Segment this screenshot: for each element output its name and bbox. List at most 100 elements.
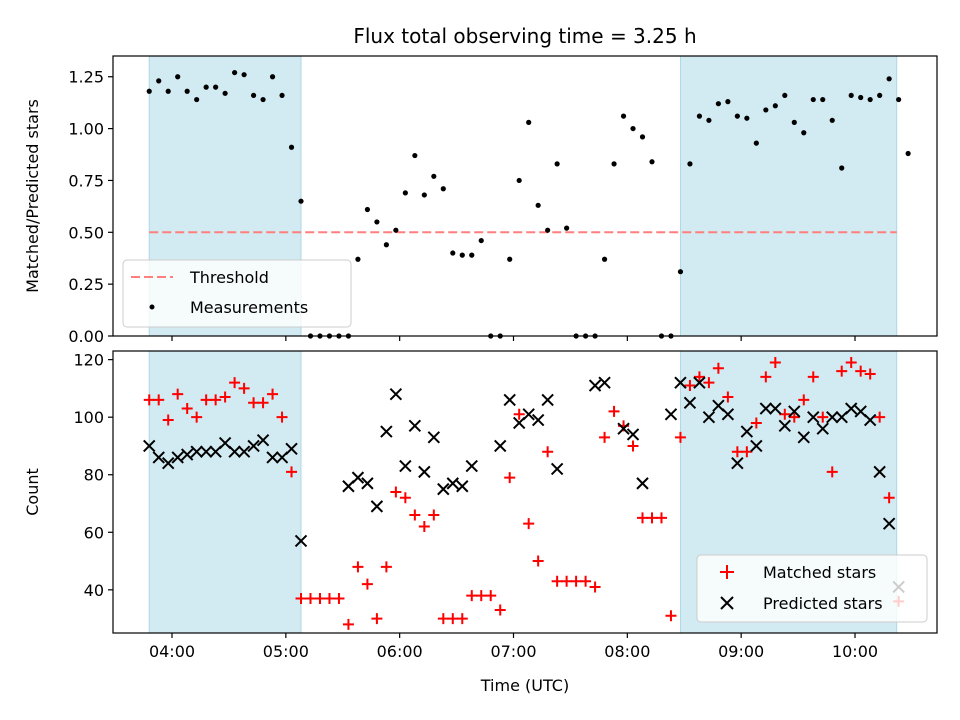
matched-star-point xyxy=(257,397,269,409)
predicted-star-point xyxy=(759,402,773,415)
predicted-star-point xyxy=(437,482,450,496)
predicted-star-point xyxy=(380,425,393,438)
measurement-point xyxy=(402,190,408,196)
matched-star-point xyxy=(162,414,174,426)
predicted-star-point xyxy=(674,376,687,389)
predicted-star-point xyxy=(285,442,298,456)
measurement-point xyxy=(250,92,257,99)
predicted-star-point xyxy=(503,393,516,407)
measurement-point xyxy=(867,96,873,103)
y-tick-label: 0.25 xyxy=(68,275,104,294)
x-tick-label: 09:00 xyxy=(718,642,764,661)
matched-star-point xyxy=(580,575,592,587)
matched-star-point xyxy=(352,561,364,573)
measurement-point xyxy=(639,134,646,140)
matched-star-point xyxy=(513,408,525,420)
predicted-star-point xyxy=(816,422,829,435)
y-tick-label: 60 xyxy=(84,523,104,542)
matched-star-point xyxy=(769,357,781,369)
predicted-star-point xyxy=(494,439,507,453)
measurement-point xyxy=(213,84,219,90)
predicted-stars-series xyxy=(143,376,905,594)
predicted-star-point xyxy=(370,500,384,513)
matched-star-point xyxy=(504,472,516,484)
measurement-point xyxy=(611,161,617,167)
measurement-point xyxy=(877,92,883,99)
matched-star-point xyxy=(608,405,620,417)
measurement-point xyxy=(364,206,371,213)
predicted-star-point xyxy=(873,465,886,479)
predicted-star-point xyxy=(389,387,403,401)
matched-star-point xyxy=(750,417,762,429)
matched-star-point xyxy=(836,365,848,377)
ratio-panel-y-axis: 0.00 0.25 0.50 0.75 1.00 1.25 xyxy=(68,68,113,346)
predicted-star-point xyxy=(143,439,156,453)
predicted-star-point xyxy=(664,408,678,421)
matched-star-point xyxy=(741,446,753,458)
measurement-point xyxy=(734,113,740,119)
measurement-point xyxy=(203,84,209,90)
matched-star-point xyxy=(380,561,392,573)
matched-star-point xyxy=(845,357,857,369)
predicted-star-point xyxy=(693,376,706,389)
measurement-point xyxy=(412,152,418,159)
measurement-point xyxy=(810,96,816,103)
measurement-point xyxy=(260,96,266,103)
predicted-star-point xyxy=(456,480,469,493)
matched-star-point xyxy=(655,512,667,524)
measurement-point xyxy=(554,161,560,167)
chart-title: Flux total observing time = 3.25 h xyxy=(353,24,696,48)
predicted-star-point xyxy=(826,410,839,424)
matched-star-point xyxy=(447,613,459,625)
matched-star-point xyxy=(371,613,383,625)
y-tick-label: 0.75 xyxy=(68,171,104,190)
matched-star-point xyxy=(286,466,298,478)
matched-star-point xyxy=(826,466,838,478)
predicted-star-point xyxy=(778,419,792,433)
measurement-point xyxy=(222,90,228,96)
predicted-star-point xyxy=(636,477,649,490)
matched-star-point xyxy=(428,509,440,521)
legend-matched-label: Matched stars xyxy=(763,563,876,582)
predicted-star-point xyxy=(427,431,441,444)
measurement-point xyxy=(601,256,608,262)
matched-star-point xyxy=(191,411,203,423)
measurement-point xyxy=(801,130,807,136)
measurement-point xyxy=(753,140,759,146)
measurement-point xyxy=(393,227,399,233)
matched-star-point xyxy=(200,394,212,406)
matched-star-point xyxy=(589,581,601,593)
matched-star-point xyxy=(523,518,535,530)
legend-threshold-label: Threshold xyxy=(189,268,269,287)
matched-star-point xyxy=(807,371,819,383)
measurement-point xyxy=(241,72,247,78)
matched-star-point xyxy=(276,411,288,423)
matched-star-point xyxy=(883,492,895,504)
predicted-star-point xyxy=(247,439,260,453)
predicted-star-point xyxy=(769,402,782,415)
measurement-point xyxy=(269,74,276,80)
measurement-point xyxy=(374,219,380,225)
matched-star-point xyxy=(627,440,639,452)
ratio-panel-frame xyxy=(112,55,938,337)
matched-star-point xyxy=(637,512,649,524)
predicted-star-point xyxy=(446,477,459,490)
measurement-point xyxy=(820,96,826,103)
legend-measurements-swatch xyxy=(149,304,155,310)
matched-star-point xyxy=(532,555,544,567)
matched-star-point xyxy=(333,592,345,604)
measurement-point xyxy=(706,117,712,123)
ratio-panel-x-ticks xyxy=(171,336,856,341)
measurement-point xyxy=(156,78,162,84)
matched-star-point xyxy=(153,394,165,406)
measurement-point xyxy=(469,252,475,258)
matched-star-point xyxy=(703,377,715,389)
measurement-point xyxy=(232,69,238,76)
matched-star-point xyxy=(684,380,696,392)
predicted-star-point xyxy=(256,433,270,447)
predicted-star-point xyxy=(740,425,754,438)
ratio-panel-legend: Threshold Measurements xyxy=(122,259,352,328)
ratio-panel-ylabel: Matched/Predicted stars xyxy=(23,99,42,293)
measurement-point xyxy=(194,96,200,103)
